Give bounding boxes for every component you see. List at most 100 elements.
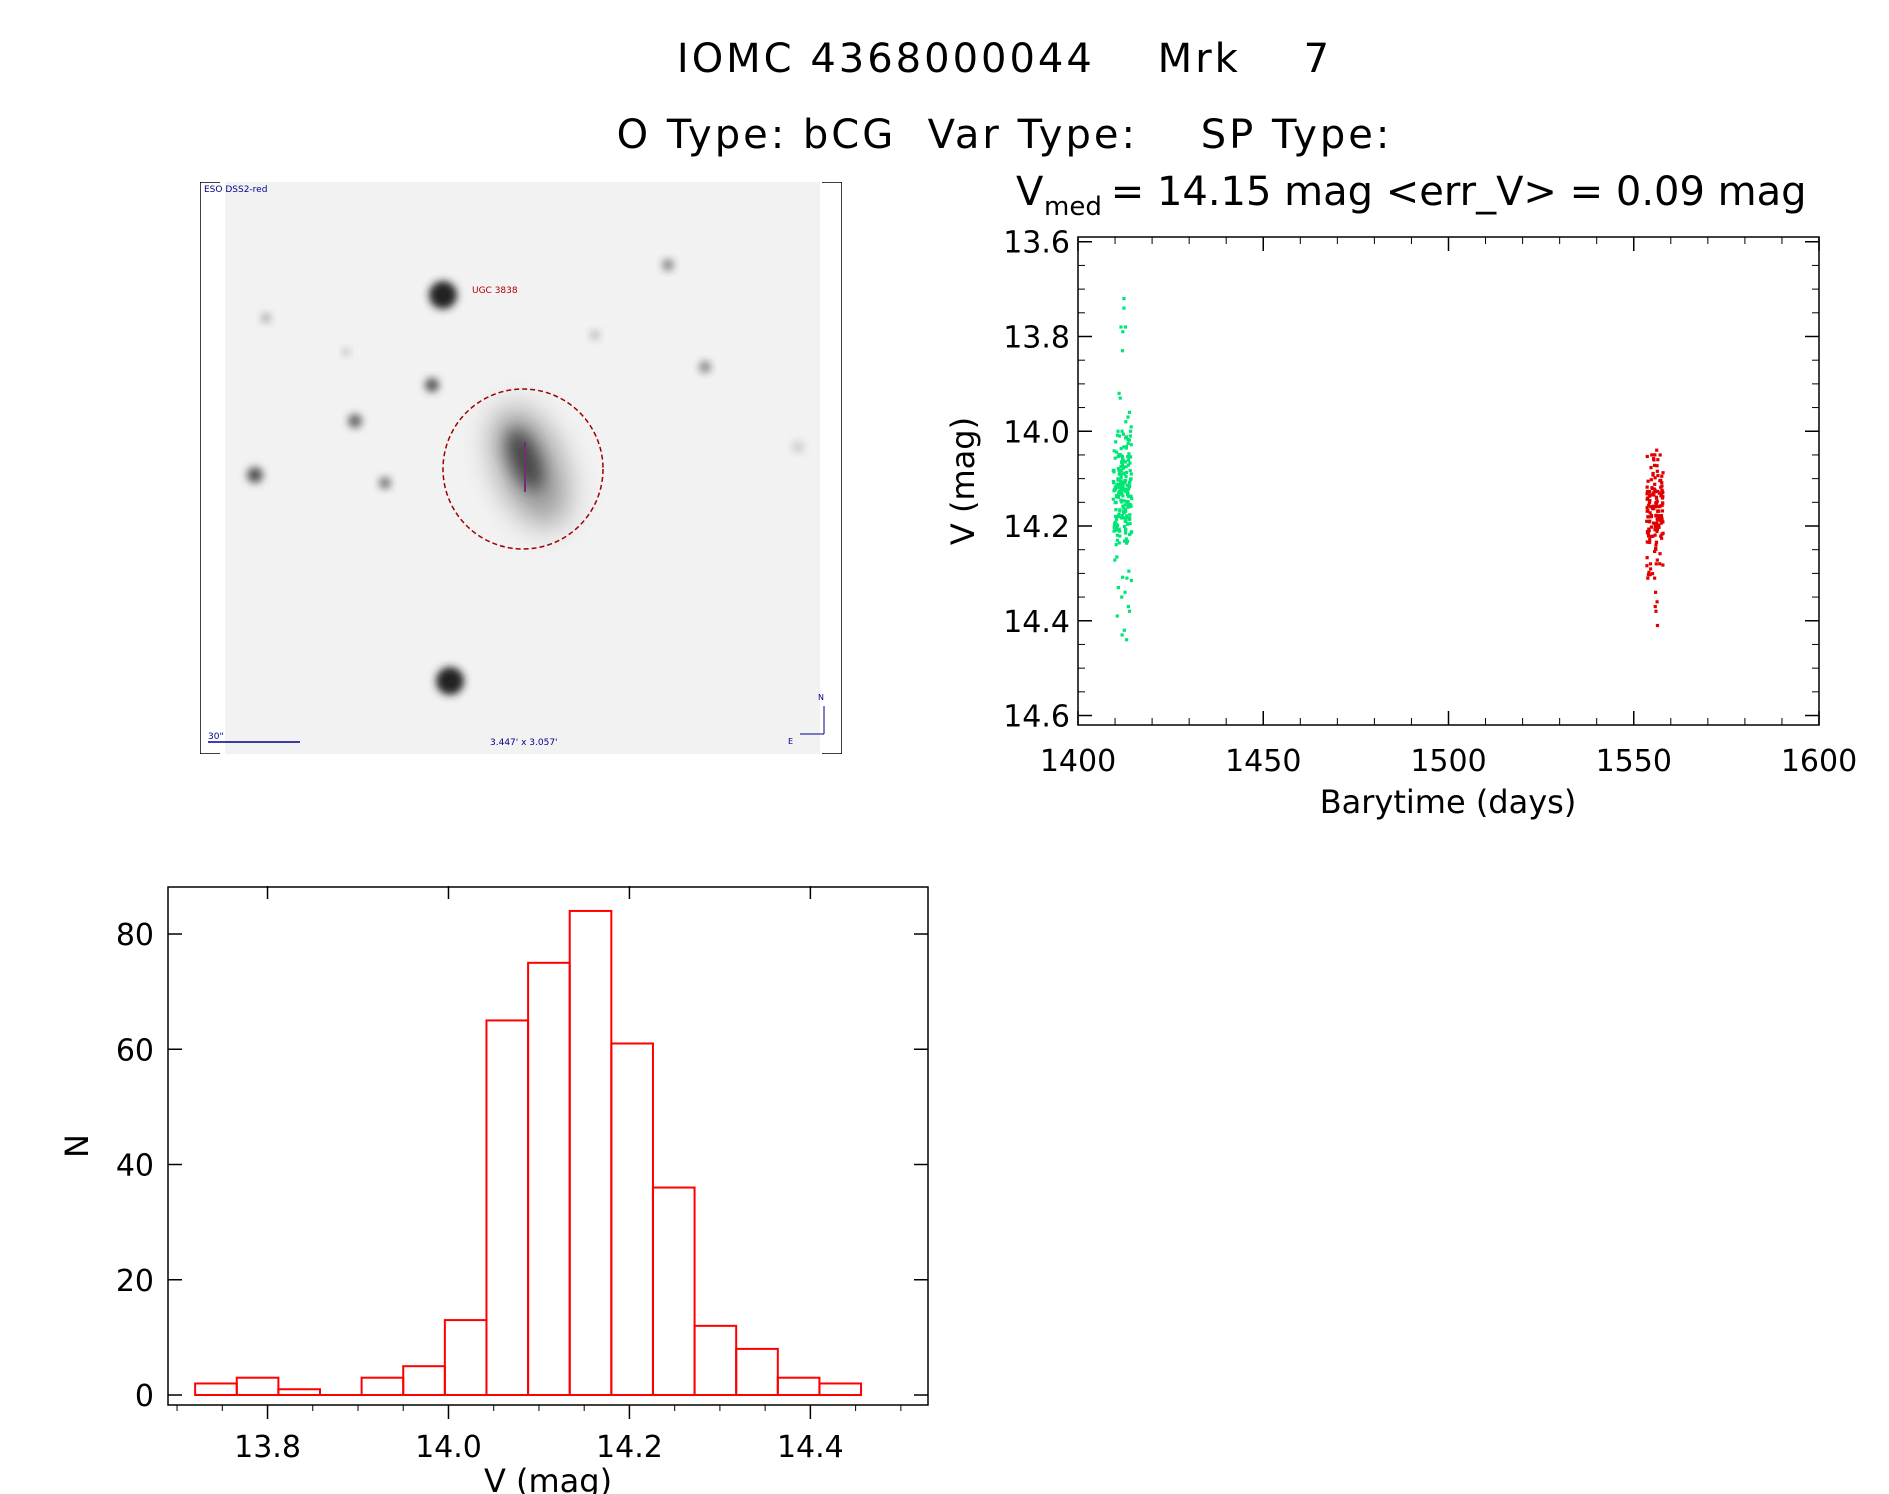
data-point xyxy=(1117,453,1121,457)
data-point xyxy=(1116,454,1120,459)
scale-label: 30" xyxy=(208,732,224,742)
x-tick-label: 1500 xyxy=(1410,744,1486,779)
data-point xyxy=(1120,487,1124,491)
data-point xyxy=(1650,453,1654,457)
data-point xyxy=(1129,578,1133,583)
lightcurve-ylabel: V (mag) xyxy=(944,417,982,545)
data-point xyxy=(1121,432,1126,436)
data-point xyxy=(1129,494,1133,498)
data-point xyxy=(1655,529,1659,534)
data-point xyxy=(1653,533,1657,537)
histogram-bar xyxy=(818,1382,863,1396)
data-point xyxy=(1656,525,1660,529)
y-tick-label: 13.6 xyxy=(1003,226,1070,261)
data-point xyxy=(1120,349,1125,353)
data-point xyxy=(1646,534,1651,538)
data-point xyxy=(1646,515,1651,519)
data-point xyxy=(1115,517,1119,522)
data-point xyxy=(1653,528,1657,532)
data-point xyxy=(1125,483,1129,487)
data-point xyxy=(1653,505,1657,509)
data-point xyxy=(1115,483,1119,487)
data-point xyxy=(1654,502,1659,506)
size-label: 3.447' x 3.057' xyxy=(490,738,558,748)
y-tick-label: 14.0 xyxy=(1003,415,1070,450)
data-point xyxy=(1658,453,1662,457)
data-point xyxy=(1124,537,1128,541)
data-point xyxy=(1124,420,1128,424)
data-point xyxy=(1660,474,1664,478)
data-point xyxy=(1654,609,1658,613)
figure-title-types: O Type: bCG Var Type: SP Type: xyxy=(616,112,1393,158)
data-point xyxy=(1653,482,1657,486)
data-point xyxy=(1112,522,1117,526)
data-point xyxy=(1126,463,1131,467)
data-point xyxy=(1660,503,1664,507)
data-point xyxy=(1123,480,1127,485)
data-point xyxy=(1655,499,1659,503)
data-point xyxy=(1127,452,1131,456)
data-point xyxy=(1128,455,1133,459)
data-point xyxy=(1113,456,1117,460)
data-point xyxy=(1651,491,1655,495)
data-point xyxy=(1115,555,1119,559)
star xyxy=(662,259,674,271)
histogram-bar xyxy=(485,1019,530,1396)
data-point xyxy=(1653,476,1657,480)
data-point xyxy=(1117,512,1121,517)
data-point xyxy=(1645,489,1650,494)
data-point xyxy=(1117,491,1121,495)
data-point xyxy=(1118,508,1122,512)
data-point xyxy=(1646,573,1651,577)
data-point xyxy=(1125,492,1130,496)
data-point xyxy=(1650,486,1654,491)
data-point xyxy=(1117,468,1121,473)
data-point xyxy=(1649,513,1654,518)
data-point xyxy=(1111,479,1116,484)
data-point xyxy=(1126,458,1131,462)
data-point xyxy=(1654,546,1658,551)
star xyxy=(429,281,457,309)
data-point xyxy=(1661,563,1665,567)
data-point xyxy=(1121,466,1125,470)
data-point xyxy=(1126,494,1130,499)
data-point xyxy=(1649,505,1653,509)
data-point xyxy=(1113,520,1117,524)
data-point xyxy=(1113,485,1117,489)
data-point xyxy=(1128,480,1132,485)
series-1 xyxy=(1645,448,1665,628)
data-point xyxy=(1123,590,1127,594)
data-point xyxy=(1654,543,1658,547)
data-point xyxy=(1656,474,1660,478)
data-point xyxy=(1659,534,1663,538)
data-point xyxy=(1119,489,1124,493)
data-point xyxy=(1647,527,1651,531)
data-point xyxy=(1125,576,1129,580)
data-point xyxy=(1653,604,1657,609)
data-point xyxy=(1114,501,1118,505)
data-point xyxy=(1118,396,1122,400)
lightcurve-title-sub: med xyxy=(1044,192,1102,222)
data-point xyxy=(1127,410,1132,414)
data-point xyxy=(1111,468,1115,473)
histogram-bar xyxy=(235,1376,280,1397)
data-point xyxy=(1654,562,1658,566)
data-point xyxy=(1123,503,1127,507)
data-point xyxy=(1654,540,1659,544)
data-point xyxy=(1129,531,1133,535)
data-point xyxy=(1124,470,1129,475)
data-point xyxy=(1645,509,1649,513)
data-point xyxy=(1124,444,1129,449)
data-point xyxy=(1120,513,1124,518)
data-point xyxy=(1128,469,1132,473)
data-point xyxy=(1648,537,1652,541)
data-point xyxy=(1661,501,1665,505)
data-point xyxy=(1122,628,1126,632)
data-point xyxy=(1120,462,1125,467)
data-point xyxy=(1648,519,1652,523)
x-tick-label: 14.4 xyxy=(777,1430,844,1465)
data-point xyxy=(1658,552,1662,556)
data-point xyxy=(1120,595,1124,599)
data-point xyxy=(1648,499,1652,503)
data-point xyxy=(1651,534,1655,538)
